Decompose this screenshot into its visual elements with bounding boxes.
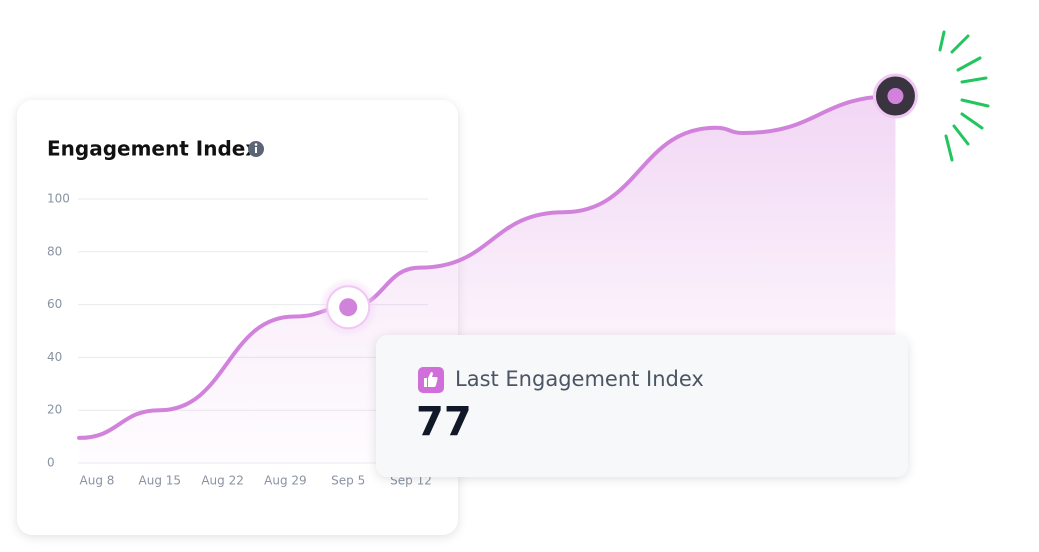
end-dot — [887, 88, 904, 105]
callout-label: Last Engagement Index — [455, 367, 704, 391]
thumb-icon — [418, 367, 444, 393]
x-tick-label: Aug 15 — [139, 474, 182, 488]
y-tick-label: 40 — [47, 350, 62, 364]
info-icon[interactable] — [248, 141, 264, 157]
y-tick-label: 100 — [47, 192, 70, 206]
y-tick-label: 0 — [47, 456, 55, 470]
line — [77, 94, 898, 440]
x-tick-label: Sep 5 — [331, 474, 365, 488]
callout-card — [376, 335, 908, 477]
burst — [938, 30, 990, 162]
y-tick-label: 60 — [47, 297, 62, 311]
x-tick-label: Aug 8 — [80, 474, 115, 488]
chart-title: Engagement Index — [47, 137, 258, 161]
x-tick-label: Aug 22 — [201, 474, 244, 488]
y-tick-label: 80 — [47, 244, 62, 258]
highlight-dot — [339, 298, 358, 317]
y-tick-label: 20 — [47, 403, 62, 417]
x-tick-label: Aug 29 — [264, 474, 307, 488]
callout-value: 77 — [416, 399, 472, 445]
